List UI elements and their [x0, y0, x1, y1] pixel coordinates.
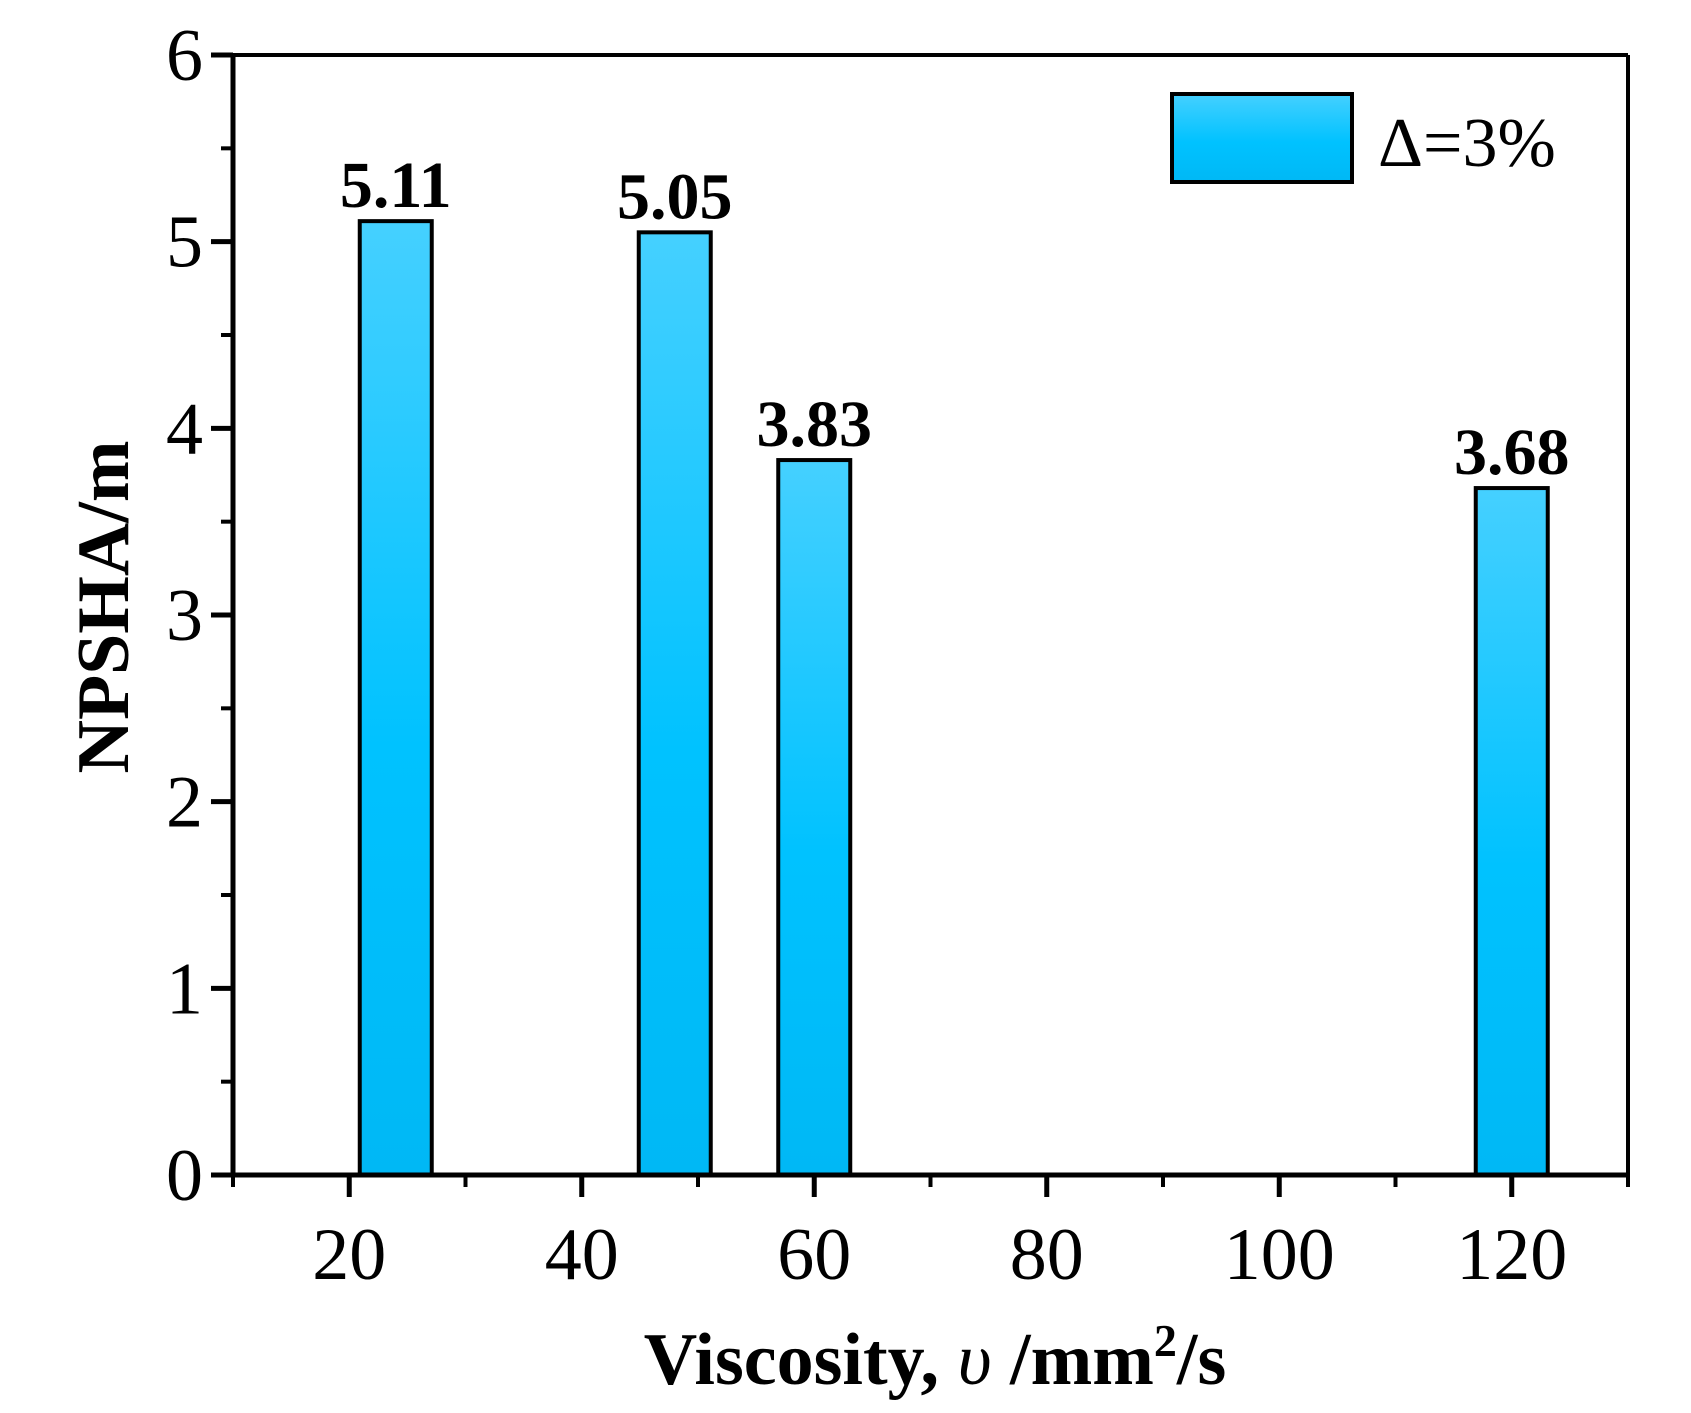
x-tick-label-100: 100	[1224, 1214, 1335, 1296]
x-axis-title-tail: /s	[1176, 1319, 1226, 1401]
y-tick-label-5: 5	[166, 202, 203, 284]
bar-2	[636, 230, 713, 1178]
x-tick-label-120: 120	[1456, 1214, 1567, 1296]
bar-1	[357, 219, 434, 1177]
y-tick-label-1: 1	[166, 948, 203, 1030]
legend-swatch	[1170, 92, 1354, 184]
x-axis-title-unit: /mm	[992, 1319, 1154, 1401]
bars-layer	[357, 219, 1550, 1178]
x-tick-label-20: 20	[312, 1214, 386, 1296]
x-axis-title-symbol: υ	[958, 1319, 992, 1401]
y-tick-label-2: 2	[166, 762, 203, 844]
x-axis-title: Viscosity, υ /mm2/s	[644, 1315, 1227, 1401]
y-tick-label-4: 4	[166, 388, 203, 470]
y-tick-label-0: 0	[166, 1135, 203, 1217]
bar-4	[1473, 486, 1550, 1178]
data-label-1: 5.11	[340, 149, 452, 222]
y-tick-label-3: 3	[166, 575, 203, 657]
data-label-4: 3.68	[1454, 416, 1570, 489]
x-tick-label-60: 60	[777, 1214, 851, 1296]
data-label-2: 5.05	[617, 160, 733, 233]
axes-layer	[211, 52, 1630, 1197]
legend: Δ=3%	[1170, 92, 1556, 184]
x-axis-title-sup: 2	[1154, 1315, 1177, 1366]
data-label-3: 3.83	[757, 388, 873, 461]
bar-3	[776, 458, 853, 1178]
y-tick-label-6: 6	[166, 15, 203, 97]
x-axis-title-main: Viscosity,	[644, 1319, 958, 1401]
x-tick-label-80: 80	[1010, 1214, 1084, 1296]
y-axis-title: NPSHA/m	[63, 441, 145, 774]
legend-label: Δ=3%	[1378, 105, 1556, 182]
labels-layer: 5.11 5.05 3.83 3.68 0 1 2 3 4 5 6 20 40 60 80 100 120	[166, 15, 1570, 1296]
x-tick-label-40: 40	[545, 1214, 619, 1296]
